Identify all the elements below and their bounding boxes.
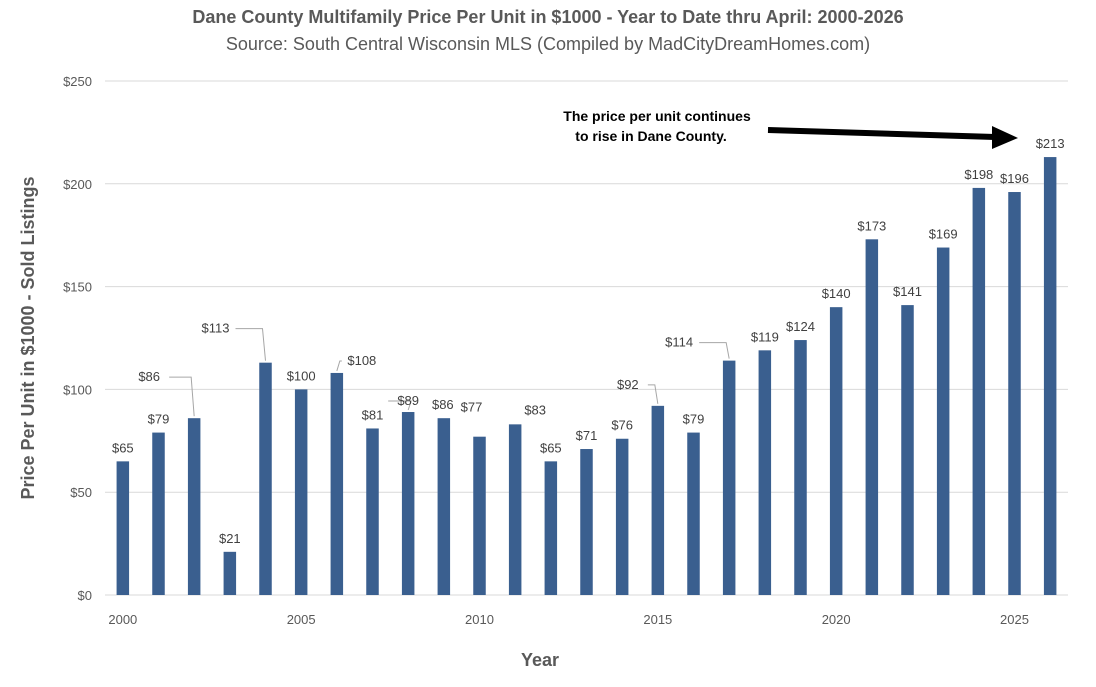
data-label-leader	[169, 376, 195, 417]
bar-2003	[223, 551, 237, 595]
data-label: $169	[929, 227, 958, 242]
data-label: $92	[617, 377, 639, 392]
bar-2013	[580, 449, 593, 595]
x-tick-label: 2015	[643, 612, 672, 627]
bar-2026	[1043, 157, 1057, 595]
data-label-leader	[647, 384, 659, 404]
data-label-leader	[388, 400, 412, 411]
data-label: $86	[138, 369, 160, 384]
bar-2009	[437, 418, 451, 595]
x-tick-label: 2010	[465, 612, 494, 627]
bar-2020	[829, 307, 843, 595]
x-tick-label: 2025	[1000, 612, 1029, 627]
data-label: $71	[576, 428, 598, 443]
data-label: $79	[683, 412, 705, 427]
data-label: $140	[822, 286, 851, 301]
data-label: $173	[857, 218, 886, 233]
bar-2024	[972, 187, 986, 596]
data-label: $198	[964, 167, 993, 182]
y-tick-label: $100	[63, 382, 92, 397]
data-label: $65	[540, 440, 562, 455]
bar-2001	[152, 432, 165, 595]
bar-2022	[901, 305, 914, 595]
data-label: $196	[1000, 171, 1029, 186]
x-tick-label: 2005	[287, 612, 316, 627]
data-label: $124	[786, 319, 815, 334]
bar-2002	[187, 418, 201, 595]
y-tick-label: $0	[78, 588, 92, 603]
chart-subtitle: Source: South Central Wisconsin MLS (Com…	[225, 34, 871, 54]
data-label: $79	[148, 412, 170, 427]
y-tick-label: $50	[70, 485, 92, 500]
bar-2012	[544, 461, 558, 595]
annotation-line-2: to rise in Dane County.	[575, 128, 726, 144]
data-label: $100	[287, 368, 316, 383]
bar-2008	[401, 412, 415, 595]
data-label: $81	[362, 407, 384, 422]
bar-2007	[366, 428, 379, 595]
data-label: $141	[893, 284, 922, 299]
bar-2011	[508, 424, 522, 595]
data-label-leader	[336, 360, 342, 372]
data-label: $114	[665, 335, 693, 350]
y-tick-label: $150	[63, 280, 92, 295]
bar-2019	[794, 340, 807, 595]
data-label: $108	[347, 353, 376, 368]
data-label: $119	[751, 329, 779, 344]
bar-2010	[473, 436, 486, 595]
bar-2015	[651, 405, 665, 595]
bar-2014	[615, 438, 629, 595]
data-label: $113	[202, 321, 230, 336]
data-label: $213	[1036, 136, 1065, 151]
data-label-leader	[235, 328, 266, 361]
y-tick-label: $250	[63, 74, 92, 89]
y-axis-title: Price Per Unit in $1000 - Sold Listings	[18, 176, 38, 499]
bar-2021	[865, 239, 879, 595]
annotation-arrow-head	[992, 126, 1018, 149]
data-label-leader	[699, 342, 730, 359]
chart-title: Dane County Multifamily Price Per Unit i…	[192, 7, 904, 27]
y-tick-label: $200	[63, 177, 92, 192]
data-label: $86	[432, 397, 454, 412]
bar-2006	[330, 372, 344, 595]
bar-2005	[294, 389, 308, 595]
data-label: $83	[524, 402, 546, 417]
data-label: $77	[461, 400, 483, 415]
x-axis-title: Year	[521, 650, 559, 670]
data-label: $65	[112, 440, 134, 455]
annotation-arrow-shaft	[767, 127, 996, 140]
bar-2025	[1008, 192, 1021, 596]
bar-2000	[116, 461, 130, 595]
data-label: $89	[397, 393, 419, 408]
bar-2023	[936, 247, 950, 595]
data-label: $76	[611, 418, 633, 433]
x-tick-label: 2020	[822, 612, 851, 627]
bar-2017	[722, 360, 736, 595]
annotation-line-1: The price per unit continues	[563, 108, 751, 124]
data-label: $21	[219, 531, 241, 546]
bar-2018	[758, 350, 772, 595]
bar-2016	[687, 432, 700, 595]
bar-2004	[259, 362, 272, 595]
x-tick-label: 2000	[108, 612, 137, 627]
